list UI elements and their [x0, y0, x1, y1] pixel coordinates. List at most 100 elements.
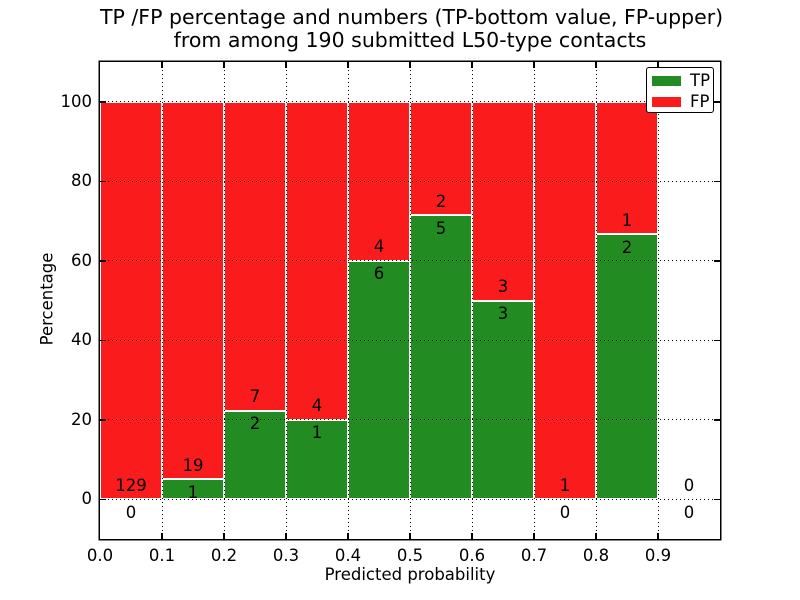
bar-fp-bin-6 [472, 101, 534, 301]
y-tick-right [714, 101, 720, 103]
y-tick-label: 40 [71, 330, 92, 350]
gridline-horizontal [100, 101, 720, 103]
ticks-layer [100, 62, 720, 539]
y-tick-right [714, 339, 720, 341]
bar-tp-bin-8 [596, 234, 658, 500]
x-tick-bottom [471, 533, 473, 539]
tp-count-label: 2 [621, 237, 633, 257]
gridline-vertical [533, 62, 535, 539]
tp-count-label: 5 [435, 218, 447, 238]
bar-tp-bin-2 [224, 410, 286, 500]
legend: TP FP [646, 67, 714, 113]
gridline-vertical [657, 62, 659, 539]
fp-swatch-icon [652, 96, 681, 107]
gridline-horizontal [100, 180, 720, 182]
fp-count-label: 1 [559, 475, 571, 495]
fp-count-label: 1 [621, 210, 633, 230]
fp-count-label: 7 [249, 387, 261, 407]
x-axis-label: Predicted probability [324, 565, 496, 584]
legend-label-tp: TP [690, 71, 711, 90]
x-tick-bottom [223, 533, 225, 539]
x-tick-top [223, 62, 225, 68]
chart-title-line1: TP /FP percentage and numbers (TP-bottom… [100, 5, 724, 29]
x-tick-label: 0.2 [210, 546, 238, 565]
gridline-horizontal [100, 339, 720, 341]
y-tick-right [714, 419, 720, 421]
x-tick-bottom [285, 533, 287, 539]
x-tick-label: 0.9 [644, 546, 672, 565]
x-tick-bottom [533, 533, 535, 539]
gridline-vertical [161, 62, 163, 539]
y-tick-left [100, 419, 106, 421]
x-tick-top [285, 62, 287, 68]
x-tick-label: 0.3 [272, 546, 300, 565]
x-tick-label: 0.7 [520, 546, 548, 565]
x-tick-label: 0.6 [458, 546, 486, 565]
y-tick-right [714, 498, 720, 500]
gridline-horizontal [100, 419, 720, 421]
bar-fp-bin-0 [100, 101, 162, 500]
tp-count-label: 0 [125, 502, 137, 522]
fp-count-label: 2 [435, 191, 447, 211]
x-tick-top [471, 62, 473, 68]
y-tick-label: 20 [71, 409, 92, 429]
y-tick-left [100, 180, 106, 182]
tp-count-label: 3 [497, 304, 509, 323]
tp-swatch-icon [652, 75, 681, 86]
bar-fp-bin-1 [162, 101, 224, 480]
x-tick-top [533, 62, 535, 68]
tp-count-label: 1 [187, 482, 199, 502]
gridline-vertical [595, 62, 597, 539]
tp-count-label: 6 [373, 264, 385, 284]
tp-count-label: 0 [559, 502, 571, 522]
gridline-vertical [223, 62, 225, 539]
fp-count-label: 4 [311, 396, 323, 416]
gridline-vertical [471, 62, 473, 539]
x-tick-label: 0.8 [582, 546, 610, 565]
y-tick-right [714, 260, 720, 262]
y-tick-label: 100 [60, 91, 93, 111]
chart-title-line2: from among 190 submitted L50-type contac… [173, 27, 647, 52]
tp-count-label: 1 [311, 423, 323, 443]
y-tick-label: 60 [71, 250, 92, 270]
tp-count-label: 2 [249, 414, 261, 434]
fp-count-label: 4 [373, 237, 385, 257]
tp-count-label: 0 [683, 502, 695, 522]
grid-layer [100, 62, 720, 539]
x-tick-bottom [595, 533, 597, 539]
chart-title: TP /FP percentage and numbers (TP-bottom… [100, 5, 724, 52]
x-tick-label: 0.4 [334, 546, 362, 565]
gridline-vertical [285, 62, 287, 539]
x-tick-label: 0.1 [148, 546, 176, 565]
bar-fp-bin-2 [224, 101, 286, 411]
gridline-vertical [409, 62, 411, 539]
x-tick-top [595, 62, 597, 68]
x-tick-bottom [409, 533, 411, 539]
fp-count-label: 19 [182, 455, 204, 475]
bar-tp-bin-6 [472, 300, 534, 500]
plot-area: 129 0 19 1 7 2 4 1 4 6 2 5 3 3 1 0 1 2 0 0 0.0 0.1 0.2 0.3 0.4 0.… [61, 62, 720, 565]
x-tick-top [409, 62, 411, 68]
legend-label-fp: FP [690, 92, 710, 111]
y-tick-right [714, 180, 720, 182]
legend-item-tp: TP [652, 70, 713, 91]
bar-tp-bin-3 [286, 419, 348, 500]
x-tick-bottom [657, 533, 659, 539]
x-tick-top [347, 62, 349, 68]
gridline-vertical [347, 62, 349, 539]
x-tick-top [657, 62, 659, 68]
x-tick-top [161, 62, 163, 68]
fp-count-label: 129 [115, 475, 147, 495]
y-tick-left [100, 260, 106, 262]
bar-labels-layer: 129 0 19 1 7 2 4 1 4 6 2 5 3 3 1 0 1 2 0 0 0.0 0.1 0.2 0.3 0.4 0.… [61, 62, 720, 565]
y-tick-label: 80 [71, 171, 92, 191]
gridline-horizontal [100, 498, 720, 500]
x-tick-label: 0.0 [86, 546, 114, 565]
bar-fp-bin-8 [596, 101, 658, 235]
fp-count-label: 0 [683, 475, 695, 495]
gridline-horizontal [100, 260, 720, 262]
y-tick-left [100, 339, 106, 341]
y-tick-left [100, 101, 106, 103]
legend-item-fp: FP [652, 91, 713, 112]
